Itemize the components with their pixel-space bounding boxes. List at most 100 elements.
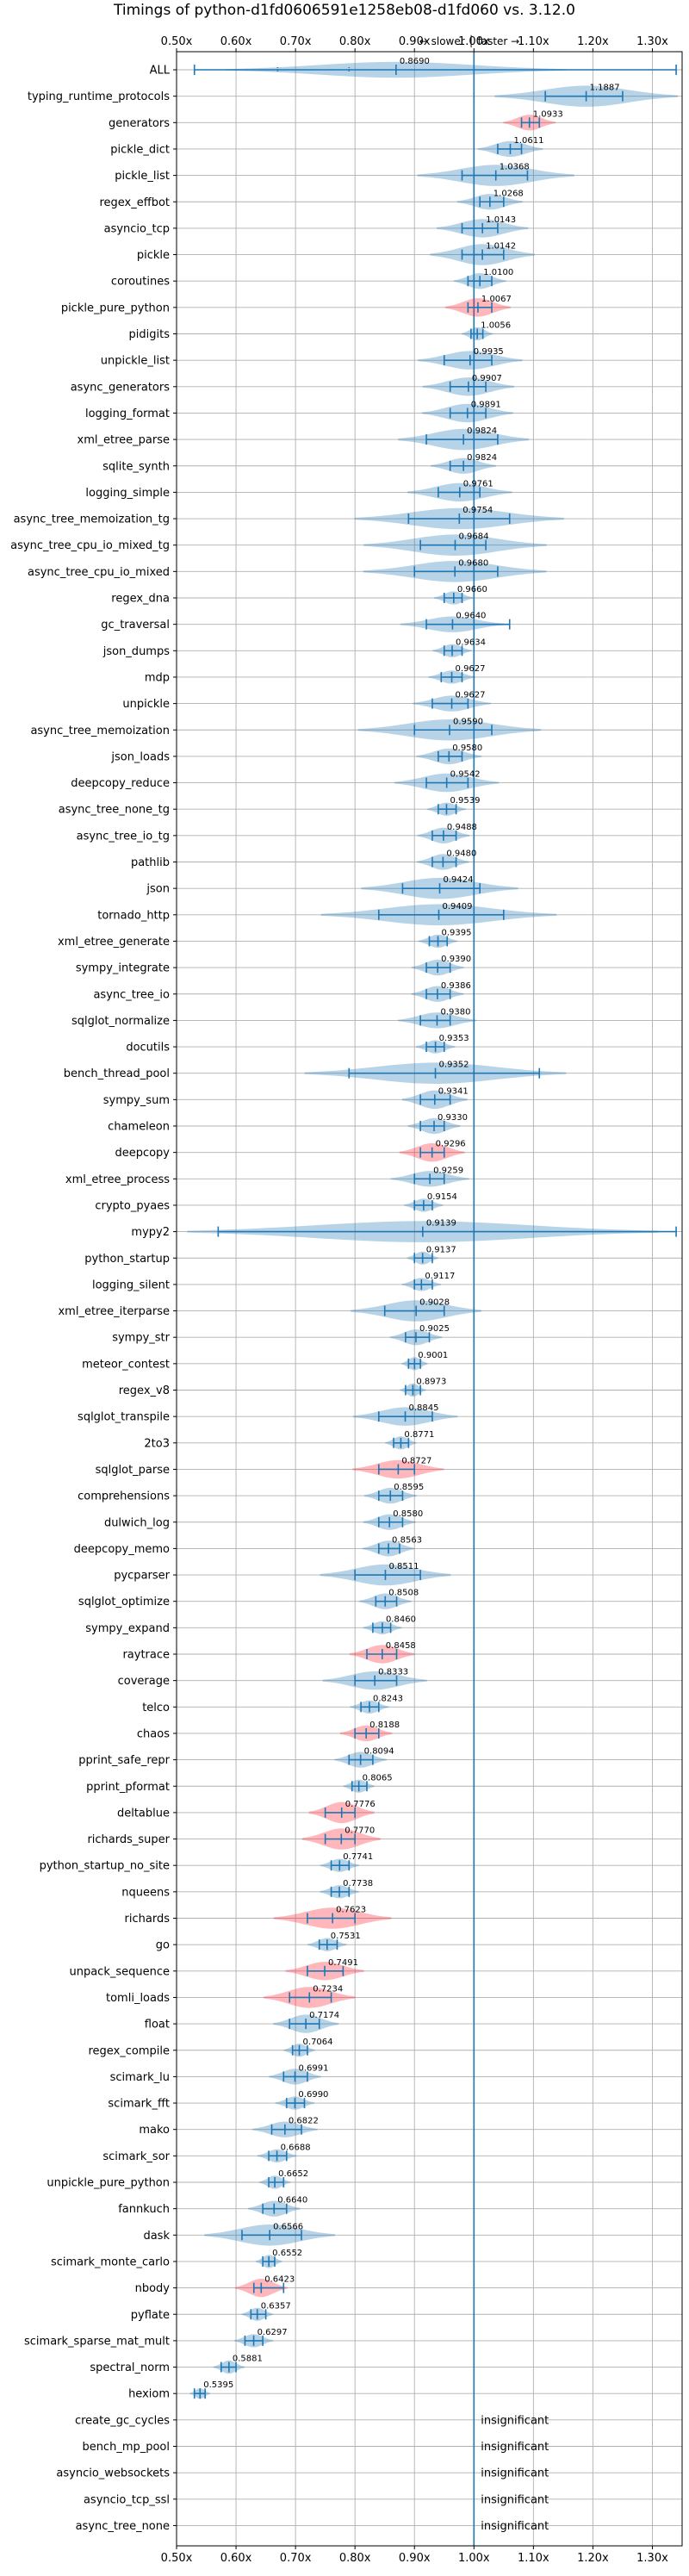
value-label: 0.9330 (438, 1113, 468, 1123)
value-label: 0.8188 (369, 1720, 400, 1730)
benchmark-label: scimark_monte_carlo (51, 2256, 170, 2268)
x-tick-label-top: 1.00x (458, 35, 490, 48)
value-label: 0.8595 (394, 1483, 424, 1492)
benchmark-label: unpickle (122, 698, 170, 711)
insignificant-label: insignificant (481, 2493, 549, 2506)
value-label: 0.8458 (386, 1641, 416, 1651)
value-label: 0.9488 (447, 823, 477, 832)
x-tick-label-top: 0.60x (220, 35, 252, 48)
value-label: 0.6357 (261, 2301, 291, 2311)
value-label: 1.0611 (513, 136, 543, 146)
x-tick-label-top: 0.90x (399, 35, 431, 48)
benchmark-label: deepcopy (115, 1147, 170, 1160)
value-label: 0.5881 (233, 2355, 263, 2364)
benchmark-label: regex_dna (111, 593, 170, 606)
value-label: 0.9409 (442, 902, 472, 912)
benchmark-label: spectral_norm (90, 2361, 170, 2374)
benchmark-label: deltablue (117, 1807, 170, 1820)
benchmark-label: xml_etree_generate (58, 936, 170, 949)
value-label: 0.6566 (273, 2222, 303, 2231)
value-label: 0.6822 (289, 2117, 319, 2126)
value-label: 0.9542 (450, 770, 481, 780)
value-label: 0.7064 (303, 2038, 333, 2047)
value-label: 0.8973 (416, 1378, 446, 1387)
x-tick-label-bottom: 1.20x (577, 2552, 609, 2565)
value-label: 0.9296 (436, 1140, 466, 1149)
value-label: 0.9935 (474, 347, 504, 357)
benchmark-label: sqlglot_parse (96, 1464, 170, 1477)
value-label: 0.9139 (426, 1219, 456, 1229)
value-label: 0.6552 (272, 2249, 302, 2258)
benchmark-label: typing_runtime_protocols (28, 90, 170, 103)
x-axis-ticks: 0.50x 0.50x 0.60x 0.60x 0.70x 0.70x 0.80x 0.80x… (161, 35, 668, 2565)
benchmark-label: deepcopy_reduce (71, 777, 170, 790)
benchmark-label: sympy_expand (85, 1622, 170, 1635)
benchmark-label: scimark_lu (110, 2071, 170, 2084)
value-label: 0.8771 (404, 1430, 434, 1440)
benchmark-label: pycparser (114, 1570, 170, 1583)
benchmark-label: chameleon (108, 1121, 170, 1134)
value-label: 0.7491 (328, 1958, 358, 1968)
benchmark-label: sympy_str (112, 1332, 170, 1345)
value-label: 0.7738 (343, 1879, 373, 1888)
benchmark-label: dask (143, 2230, 170, 2243)
benchmark-label: async_generators (71, 381, 171, 394)
value-label: 0.7623 (336, 1906, 366, 1915)
value-label: 0.9640 (456, 612, 486, 621)
benchmark-label: go (156, 1939, 170, 1952)
insignificant-label: insignificant (481, 2467, 549, 2480)
benchmark-label: async_tree_io (93, 988, 170, 1001)
benchmark-label: pickle_list (115, 170, 170, 183)
value-label: 0.8727 (401, 1456, 431, 1465)
x-tick-label-bottom: 0.70x (280, 2552, 312, 2565)
value-label: 0.9353 (439, 1034, 469, 1043)
value-label: 0.9352 (439, 1061, 469, 1070)
benchmark-label: asyncio_tcp_ssl (84, 2493, 170, 2506)
benchmark-label: unpickle_pure_python (47, 2177, 170, 2190)
benchmark-label: bench_thread_pool (64, 1067, 170, 1080)
x-tick-label-bottom: 0.80x (339, 2552, 371, 2565)
benchmark-label: sqlglot_normalize (71, 1015, 170, 1028)
benchmark-label: scimark_fft (108, 2098, 170, 2111)
benchmark-label: pidigits (129, 328, 171, 341)
benchmark-label: logging_format (85, 408, 170, 420)
benchmark-label: regex_effbot (99, 196, 170, 209)
value-label: 0.8580 (393, 1509, 423, 1519)
value-label: 0.9684 (458, 532, 488, 542)
violins (187, 61, 678, 2399)
benchmark-label: chaos (137, 1727, 170, 1740)
benchmark-label: generators (109, 117, 170, 130)
x-tick-label-bottom: 0.90x (399, 2552, 431, 2565)
benchmark-label: scimark_sor (102, 2150, 170, 2163)
value-label: 0.9395 (442, 928, 472, 937)
benchmark-label: python_startup (84, 1253, 170, 1266)
value-label: 0.8094 (364, 1747, 394, 1757)
benchmark-label: pprint_pformat (86, 1781, 170, 1794)
benchmark-label: nbody (135, 2282, 171, 2295)
benchmark-label: mdp (145, 671, 170, 684)
benchmark-label: json_dumps (102, 645, 170, 658)
value-label: 1.0143 (486, 215, 516, 225)
value-label: 0.6991 (298, 2063, 328, 2073)
x-tick-label-top: 0.50x (161, 35, 193, 48)
benchmark-label: asyncio_tcp (104, 222, 170, 235)
benchmark-label: telco (142, 1702, 170, 1714)
value-label: 1.0268 (493, 189, 524, 198)
benchmark-label: xml_etree_process (65, 1173, 170, 1186)
value-label: 0.9824 (467, 426, 497, 436)
benchmark-label: asyncio_websockets (56, 2467, 170, 2480)
benchmark-label: sqlglot_optimize (78, 1596, 170, 1608)
value-label: 0.8460 (386, 1615, 416, 1624)
benchmark-label: async_tree_memoization_tg (14, 513, 170, 526)
value-label: 0.6423 (264, 2275, 295, 2285)
error-bars (193, 65, 677, 2399)
benchmark-label: async_tree_cpu_io_mixed_tg (10, 539, 170, 552)
x-tick-label-top: 1.20x (577, 35, 609, 48)
benchmark-label: xml_etree_iterparse (58, 1305, 170, 1318)
value-label: 0.8690 (400, 57, 430, 66)
benchmark-label: sympy_integrate (76, 962, 170, 975)
benchmark-label: regex_compile (88, 2044, 170, 2057)
benchmark-label: dulwich_log (104, 1516, 170, 1529)
insignificant-label: insignificant (481, 2414, 549, 2427)
